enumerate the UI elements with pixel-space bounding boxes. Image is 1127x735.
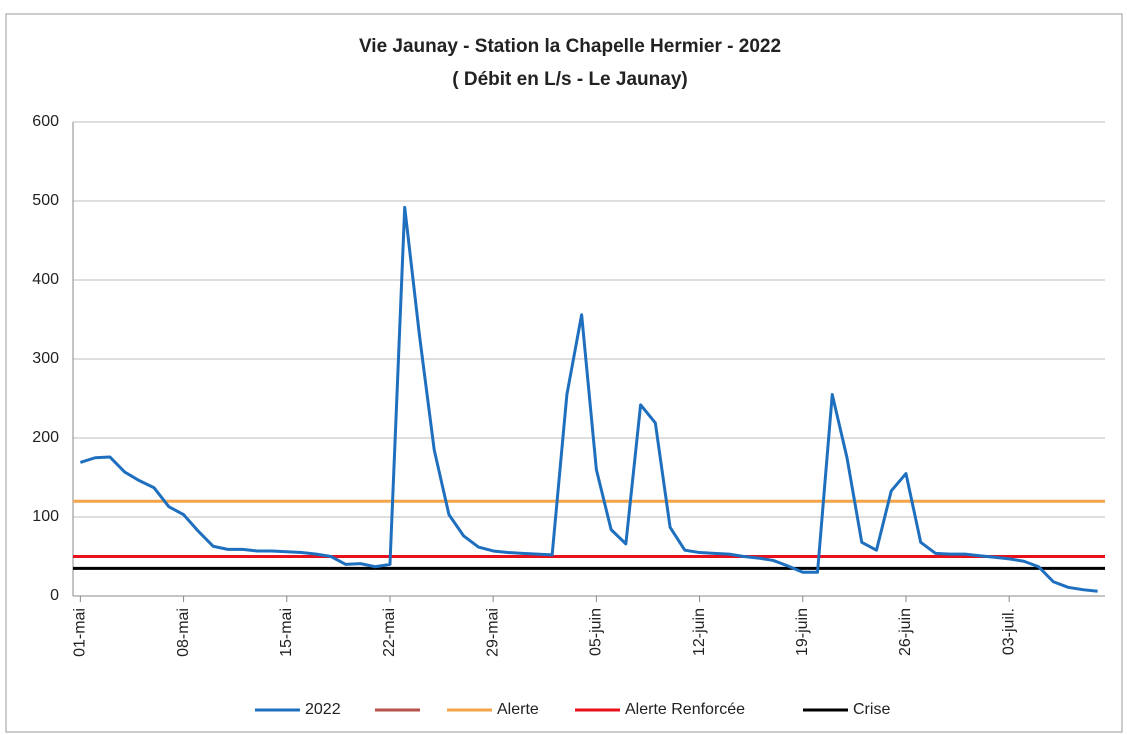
- x-tick-label: 12-juin: [691, 608, 708, 656]
- y-tick-label: 200: [32, 429, 59, 446]
- x-tick-label: 15-mai: [278, 608, 295, 657]
- x-tick-label: 01-mai: [72, 608, 89, 657]
- x-tick-label: 22-mai: [381, 608, 398, 657]
- x-tick-label: 19-juin: [794, 608, 811, 656]
- x-tick-label: 03-juil.: [1000, 608, 1017, 655]
- y-tick-label: 500: [32, 192, 59, 209]
- y-tick-label: 400: [32, 271, 59, 288]
- x-tick-label: 26-juin: [897, 608, 914, 656]
- legend-label: Crise: [853, 701, 890, 718]
- x-tick-label: 29-mai: [484, 608, 501, 657]
- y-tick-label: 100: [32, 508, 59, 525]
- y-tick-label: 600: [32, 113, 59, 130]
- series-line: [79, 205, 1098, 593]
- x-tick-label: 05-juin: [588, 608, 605, 656]
- y-tick-label: 300: [32, 350, 59, 367]
- legend-label: Alerte: [497, 701, 539, 718]
- legend-label: Alerte Renforcée: [625, 701, 745, 718]
- legend-label: 2022: [305, 701, 341, 718]
- chart-subtitle: ( Débit en L/s - Le Jaunay): [452, 69, 687, 90]
- y-tick-label: 0: [50, 587, 59, 604]
- frame: [5, 13, 1123, 733]
- chart-title: Vie Jaunay - Station la Chapelle Hermier…: [359, 36, 781, 57]
- x-tick-label: 08-mai: [175, 608, 192, 657]
